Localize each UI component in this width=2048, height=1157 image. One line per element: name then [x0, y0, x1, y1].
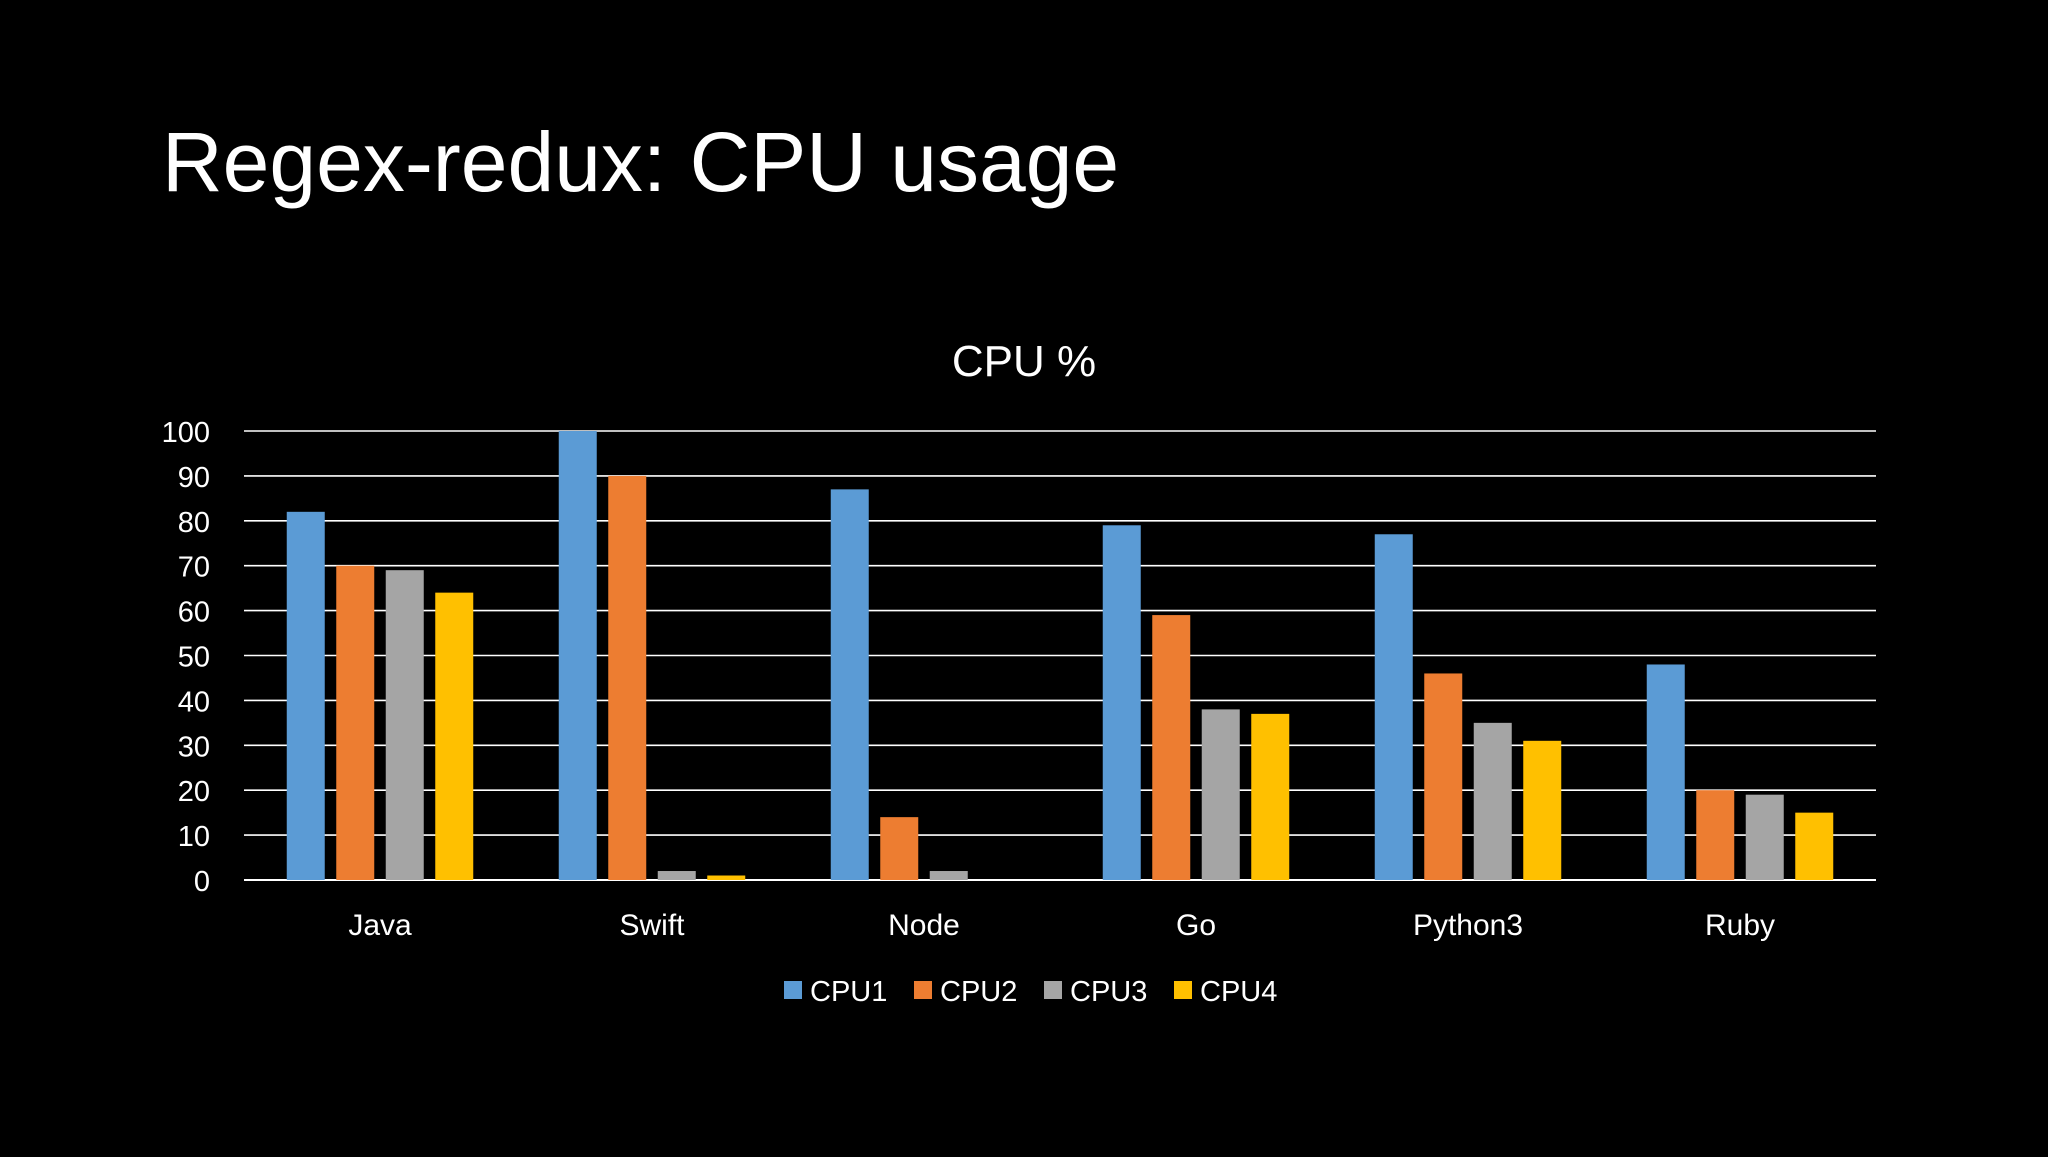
bar-cpu3-node [929, 871, 968, 880]
x-category-label: Swift [619, 909, 685, 942]
x-category-label: Ruby [1705, 909, 1775, 942]
bar-cpu4-ruby [1795, 812, 1834, 880]
bar-cpu2-node [880, 817, 919, 880]
y-tick-label: 100 [162, 417, 210, 449]
x-category-label: Go [1176, 909, 1216, 942]
x-axis-labels: Java Swift Node Go Python3 Ruby [348, 909, 1775, 942]
legend-label-cpu2: CPU2 [940, 976, 1017, 1008]
legend: CPU1 CPU2 CPU3 CPU4 [784, 976, 1277, 1008]
bar-cpu1-swift [558, 431, 597, 880]
legend-label-cpu3: CPU3 [1070, 976, 1147, 1008]
legend-label-cpu4: CPU4 [1200, 976, 1277, 1008]
y-tick-label: 40 [178, 686, 210, 718]
y-tick-label: 60 [178, 597, 210, 629]
legend-swatch-cpu1 [784, 981, 802, 999]
legend-swatch-cpu3 [1044, 981, 1062, 999]
x-category-label: Node [888, 909, 960, 942]
bar-cpu1-ruby [1646, 664, 1685, 880]
bar-cpu3-ruby [1745, 794, 1784, 880]
y-tick-label: 20 [178, 776, 210, 808]
y-tick-label: 10 [178, 821, 210, 853]
bar-cpu4-python3 [1523, 740, 1562, 880]
chart-title: CPU % [952, 337, 1096, 386]
y-tick-label: 90 [178, 462, 210, 494]
x-category-label: Java [348, 909, 412, 942]
y-tick-label: 80 [178, 507, 210, 539]
bar-cpu4-java [435, 592, 474, 880]
bar-cpu3-java [385, 570, 424, 880]
legend-label-cpu1: CPU1 [810, 976, 887, 1008]
bar-cpu2-python3 [1424, 673, 1463, 880]
legend-swatch-cpu4 [1174, 981, 1192, 999]
bar-cpu3-swift [657, 871, 696, 880]
bar-cpu1-go [1102, 525, 1141, 880]
bar-cpu1-node [830, 489, 869, 880]
bar-cpu2-ruby [1696, 790, 1735, 880]
bar-cpu1-python3 [1374, 534, 1413, 880]
bar-cpu2-java [336, 565, 375, 880]
y-tick-label: 50 [178, 642, 210, 674]
bar-cpu4-go [1251, 713, 1290, 880]
bar-cpu2-swift [608, 475, 647, 880]
y-tick-label: 30 [178, 731, 210, 763]
bar-cpu1-java [286, 511, 325, 880]
bars [286, 431, 1834, 880]
bar-cpu2-go [1152, 615, 1191, 880]
bar-cpu3-python3 [1473, 722, 1512, 880]
x-category-label: Python3 [1413, 909, 1523, 942]
bar-cpu3-go [1201, 709, 1240, 880]
bar-cpu4-swift [707, 875, 746, 880]
y-tick-label: 70 [178, 552, 210, 584]
legend-swatch-cpu2 [914, 981, 932, 999]
gridlines [244, 430, 1876, 881]
slide-title: Regex-redux: CPU usage [162, 115, 1120, 209]
y-axis-ticks: 0 10 20 30 40 50 60 70 80 90 100 [162, 417, 210, 898]
y-tick-label: 0 [194, 866, 210, 898]
